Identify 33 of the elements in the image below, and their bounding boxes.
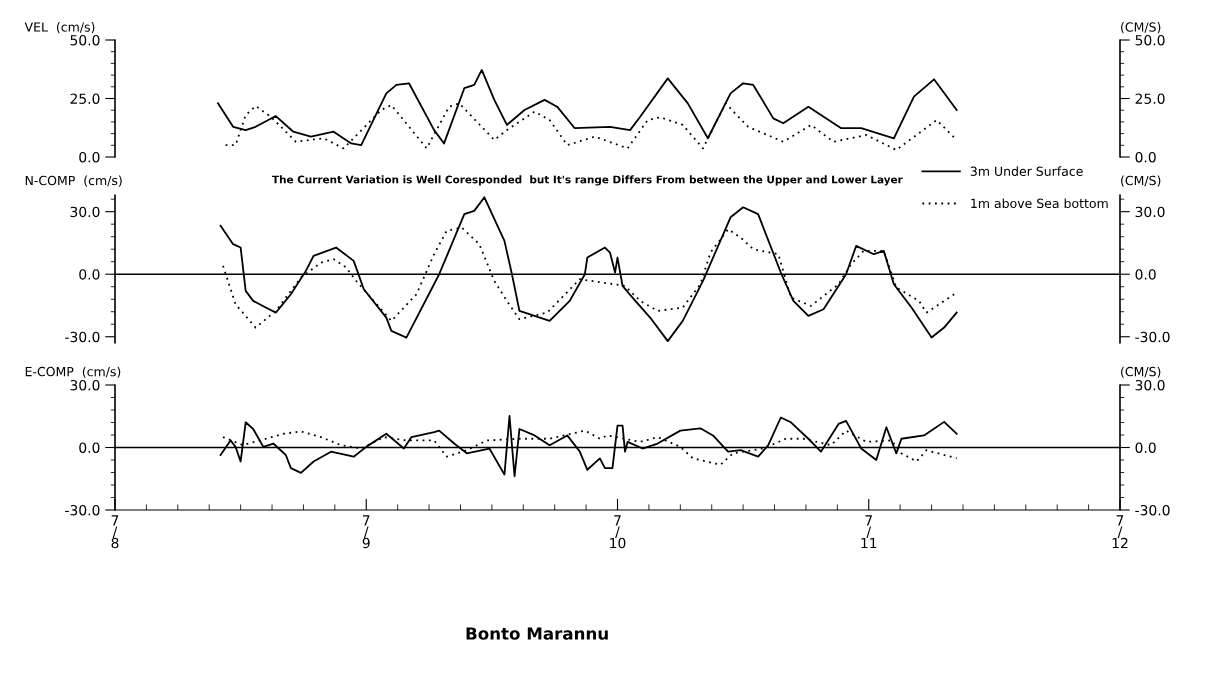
x-tick-label: 7 / 9: [362, 515, 370, 549]
x-tick-label: 7 / 8: [111, 515, 119, 549]
y-tick-label: 50.0: [70, 34, 100, 46]
y-tick-label: 25.0: [70, 93, 100, 104]
y2-tick-label: 0.0: [1135, 269, 1156, 280]
y-axis-title: VEL (cm/s): [24, 22, 95, 34]
y2-tick-label: 30.0: [1135, 379, 1165, 391]
y-tick-label: -30.0: [65, 504, 100, 516]
y-axis-title: E-COMP (cm/s): [25, 366, 121, 378]
text: Bonto Marannu: [466, 627, 608, 640]
y-tick-label: -30.0: [65, 331, 100, 343]
y2-tick-label: -30.0: [1135, 331, 1170, 343]
y2-tick-label: 30.0: [1135, 206, 1165, 218]
y-tick-label: 30.0: [70, 206, 100, 218]
y2-tick-label: 50.0: [1135, 34, 1165, 46]
y-tick-label: 0.0: [79, 442, 100, 453]
x-tick-label: 7 / 11: [861, 515, 877, 549]
y2-tick-label: 0.0: [1135, 442, 1156, 453]
text: The Current Variation is Well Coresponded but It's range Differs From between the Upper and Lower Layer: [272, 175, 903, 186]
y2-axis-title: (CM/S): [1121, 22, 1161, 34]
y2-axis-title: (CM/S): [1121, 366, 1161, 378]
y-tick-label: 0.0: [79, 269, 100, 280]
legend-label: 3m Under Surface: [970, 166, 1083, 176]
x-tick-label: 7 / 12: [1112, 515, 1128, 549]
x-tick-label: 7 / 10: [610, 515, 626, 549]
legend-label: 1m above Sea bottom: [971, 198, 1108, 209]
y2-tick-label: 0.0: [1135, 151, 1156, 163]
y2-tick-label: 25.0: [1135, 93, 1165, 104]
y-tick-label: 0.0: [79, 151, 100, 163]
y-tick-label: 30.0: [70, 379, 100, 391]
y2-tick-label: -30.0: [1135, 504, 1170, 516]
y2-axis-title: (CM/S): [1121, 175, 1161, 187]
y-axis-title: N-COMP (cm/s): [25, 175, 122, 187]
